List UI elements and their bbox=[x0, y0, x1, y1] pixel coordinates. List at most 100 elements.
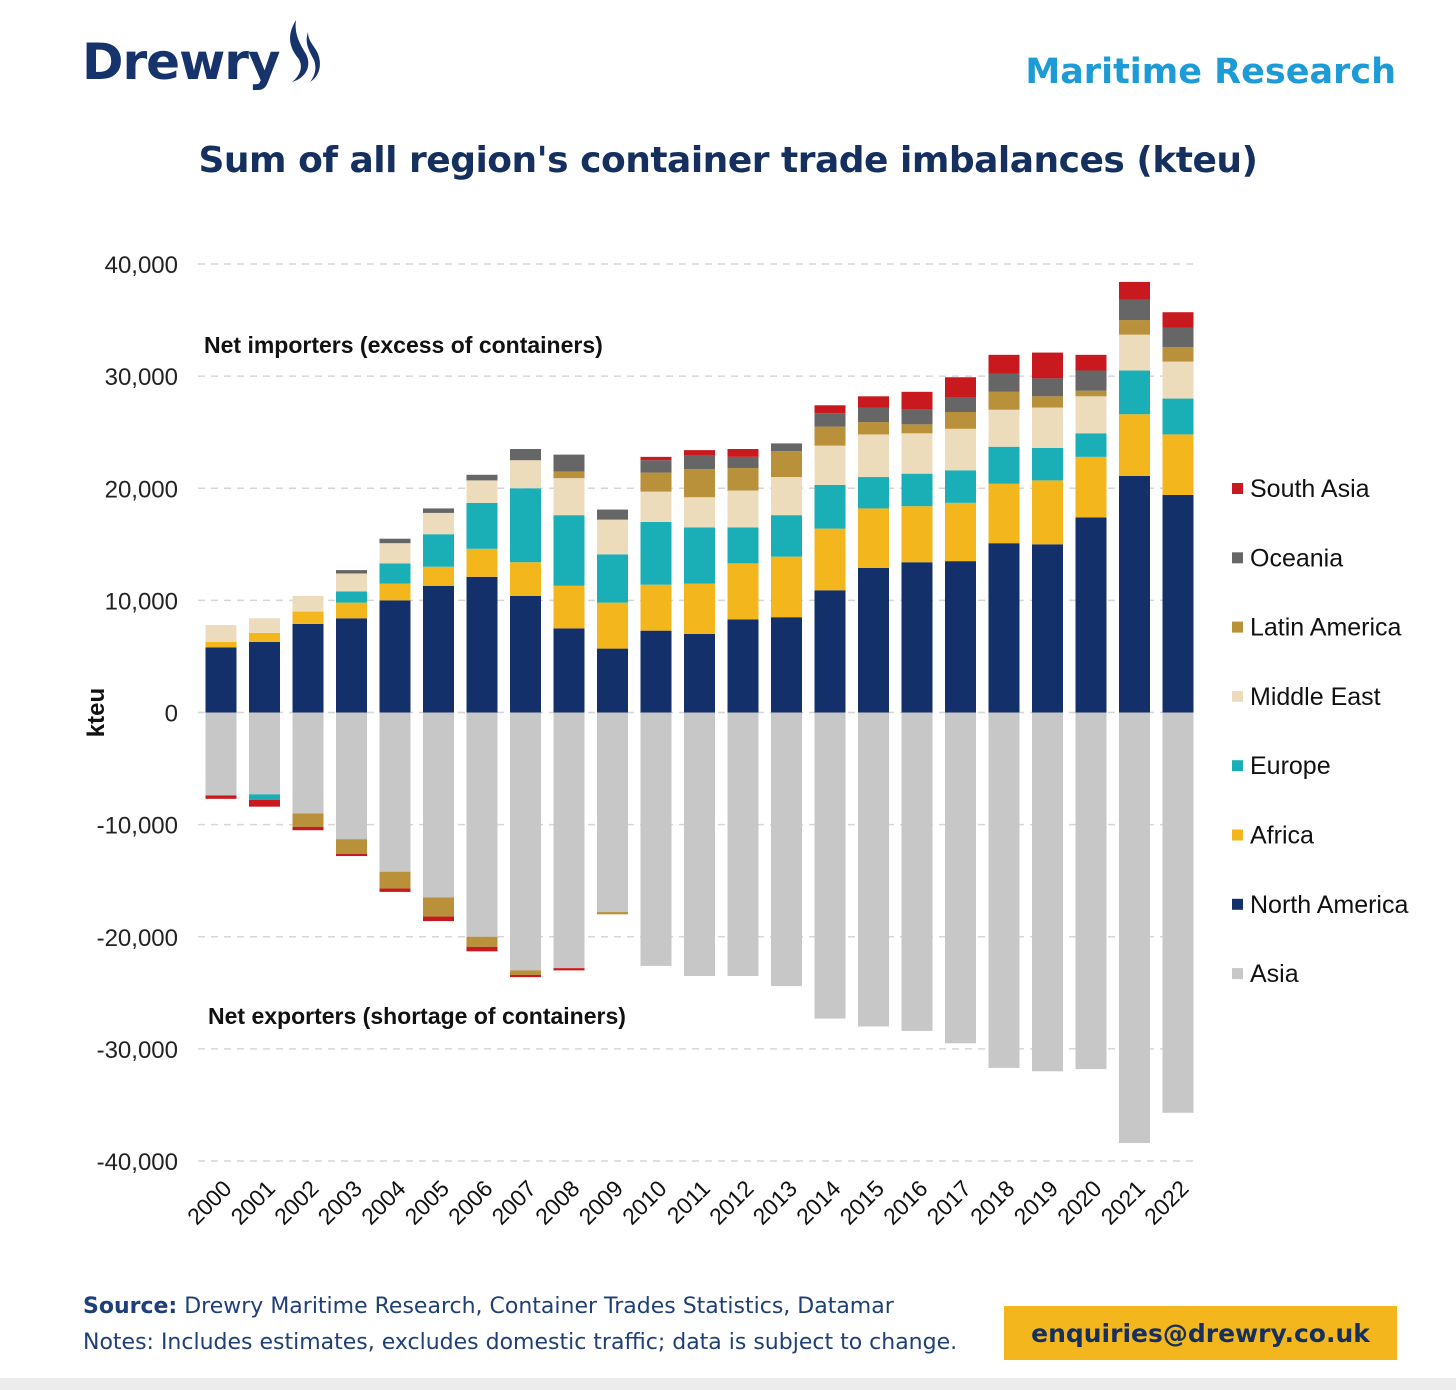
bar-segment bbox=[336, 570, 367, 574]
bar-segment bbox=[292, 813, 324, 827]
notes-line: Notes: Includes estimates, excludes dome… bbox=[83, 1330, 958, 1355]
bar-segment bbox=[640, 472, 672, 492]
bar-segment bbox=[1119, 712, 1150, 1144]
legend-label: Latin America bbox=[1250, 614, 1402, 642]
bar-segment bbox=[379, 563, 411, 584]
bar-segment bbox=[727, 712, 759, 976]
bar-segment bbox=[423, 534, 454, 567]
bar-segment bbox=[1075, 517, 1107, 713]
bar-segment bbox=[640, 630, 672, 713]
x-tick-label: 2015 bbox=[834, 1175, 889, 1230]
bar-segment bbox=[901, 409, 933, 425]
bar-segment bbox=[684, 712, 715, 976]
x-tick-label: 2008 bbox=[530, 1175, 585, 1230]
bar-segment bbox=[945, 712, 976, 1044]
y-tick-label: -40,000 bbox=[97, 1149, 178, 1176]
bar-segment bbox=[901, 433, 933, 474]
bar-segment bbox=[1119, 475, 1150, 713]
bar-segment bbox=[988, 483, 1020, 544]
bar-segment bbox=[597, 602, 628, 649]
x-tick-label: 2010 bbox=[617, 1175, 672, 1230]
bar-segment bbox=[1075, 390, 1107, 397]
chart-title: Sum of all region's container trade imba… bbox=[198, 140, 1258, 181]
bar-segment bbox=[858, 422, 889, 435]
bar-segment bbox=[988, 409, 1020, 447]
bar-segment bbox=[336, 573, 367, 592]
bar-segment bbox=[553, 628, 585, 713]
legend-swatch bbox=[1232, 483, 1243, 494]
bar-segment bbox=[684, 450, 715, 456]
bar-segment bbox=[553, 712, 585, 969]
bar-segment bbox=[249, 632, 280, 642]
bar-segment bbox=[597, 912, 628, 915]
x-tick-label: 2012 bbox=[704, 1175, 759, 1230]
bar-segment bbox=[510, 562, 541, 596]
bar-segment bbox=[466, 474, 498, 481]
stacked-bar-chart: 40,000 30,000 20,000 10,000 0 -10,000 -20,000 -… bbox=[83, 252, 1408, 1230]
bar-segment bbox=[1119, 299, 1150, 321]
bar-segment bbox=[727, 468, 759, 491]
bar-segment bbox=[901, 473, 933, 507]
legend-label: Oceania bbox=[1250, 544, 1343, 572]
bar-segment bbox=[510, 595, 541, 713]
bar-segment bbox=[466, 480, 498, 503]
x-tick-label: 2022 bbox=[1139, 1175, 1194, 1230]
bar-segment bbox=[1162, 398, 1194, 435]
bar-segment bbox=[292, 826, 324, 831]
bar-segment bbox=[858, 434, 889, 478]
legend-label: Africa bbox=[1250, 822, 1314, 850]
bar-segment bbox=[1162, 712, 1194, 1113]
bar-segment bbox=[684, 455, 715, 470]
bar-segment bbox=[249, 799, 280, 807]
bar-segment bbox=[1075, 712, 1107, 1070]
chart-annotation: Net exporters (shortage of containers) bbox=[208, 1003, 626, 1029]
x-tick-label: 2006 bbox=[443, 1175, 498, 1230]
division-title: Maritime Research bbox=[1025, 52, 1396, 92]
bar-segment bbox=[1162, 346, 1194, 362]
x-tick-label: 2011 bbox=[662, 1175, 715, 1228]
bar-segment bbox=[814, 590, 846, 713]
bar-segment bbox=[379, 712, 411, 872]
bar-segment bbox=[423, 508, 454, 513]
bar-segment bbox=[858, 396, 889, 408]
legend-swatch bbox=[1232, 968, 1243, 980]
bar-segment bbox=[379, 600, 411, 713]
bar-segment bbox=[1032, 447, 1063, 481]
bar-segment bbox=[1032, 480, 1063, 545]
bar-segment bbox=[945, 561, 976, 713]
bar-segment bbox=[684, 634, 715, 713]
bar-segment bbox=[336, 853, 367, 857]
bar-segment bbox=[640, 456, 672, 461]
x-tick-label: 2009 bbox=[573, 1175, 628, 1230]
drewry-logo: Drewry bbox=[82, 20, 322, 94]
bar-segment bbox=[423, 916, 454, 922]
bar-segment bbox=[945, 502, 976, 562]
bar-segment bbox=[379, 538, 411, 544]
x-tick-label: 2021 bbox=[1095, 1175, 1150, 1230]
bar-segment bbox=[292, 595, 324, 612]
x-tick-label: 2014 bbox=[791, 1175, 846, 1230]
legend-swatch bbox=[1232, 760, 1243, 772]
chart-annotation: Net importers (excess of containers) bbox=[204, 332, 603, 358]
bar-segment bbox=[249, 618, 280, 633]
bar-segment bbox=[466, 576, 498, 713]
bar-segment bbox=[640, 712, 672, 966]
bar-segment bbox=[553, 515, 585, 586]
x-tick-label: 2003 bbox=[312, 1175, 367, 1230]
bar-segment bbox=[771, 477, 802, 516]
bar-segment bbox=[553, 471, 585, 479]
bar-segment bbox=[1119, 370, 1150, 415]
bar-segment bbox=[945, 428, 976, 471]
y-tick-label: -10,000 bbox=[97, 813, 178, 840]
bar-segment bbox=[814, 712, 846, 1019]
bar-segment bbox=[292, 712, 324, 814]
bar-segment bbox=[945, 397, 976, 413]
email-link[interactable]: enquiries@drewry.co.uk bbox=[1004, 1306, 1397, 1360]
bar-segment bbox=[771, 617, 802, 713]
bar-segment bbox=[901, 712, 933, 1031]
bar-segment bbox=[945, 412, 976, 429]
bar-segment bbox=[510, 974, 541, 978]
bar-segment bbox=[249, 712, 280, 795]
source-line: Source: Drewry Maritime Research, Contai… bbox=[83, 1294, 894, 1319]
bar-segment bbox=[814, 405, 846, 414]
